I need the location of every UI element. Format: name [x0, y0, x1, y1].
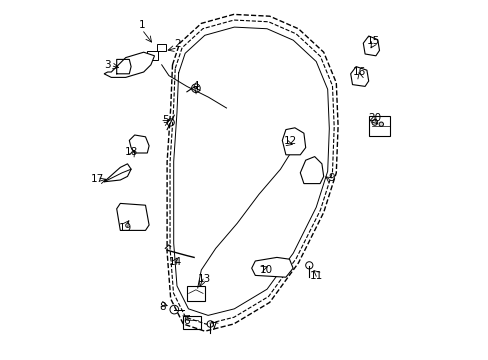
Polygon shape [117, 203, 149, 230]
Circle shape [371, 120, 377, 125]
Circle shape [135, 143, 141, 149]
Polygon shape [251, 257, 292, 277]
Bar [147, 51, 158, 60]
Circle shape [170, 305, 178, 314]
Text: 16: 16 [352, 67, 366, 77]
Text: 19: 19 [119, 223, 132, 233]
Text: 4: 4 [192, 81, 199, 91]
Text: 15: 15 [366, 36, 379, 46]
Text: 11: 11 [309, 271, 323, 282]
Text: 7: 7 [210, 322, 217, 332]
Bar [368, 116, 389, 136]
Text: 3: 3 [104, 60, 111, 70]
Circle shape [305, 262, 312, 269]
Polygon shape [129, 135, 149, 153]
Circle shape [123, 214, 131, 221]
Text: 8: 8 [159, 302, 165, 312]
Circle shape [135, 210, 141, 215]
Bar [186, 286, 204, 301]
Circle shape [191, 84, 200, 93]
Text: 6: 6 [183, 316, 190, 326]
Text: 5: 5 [162, 114, 168, 125]
Polygon shape [350, 67, 368, 86]
Polygon shape [282, 128, 305, 155]
Circle shape [167, 119, 174, 126]
Circle shape [378, 122, 383, 126]
Text: 14: 14 [168, 257, 182, 267]
Polygon shape [300, 157, 323, 184]
Text: 10: 10 [259, 265, 272, 275]
Text: 1: 1 [138, 20, 145, 30]
Text: 9: 9 [327, 173, 334, 183]
Text: 20: 20 [367, 113, 381, 123]
Polygon shape [363, 36, 379, 56]
Text: 2: 2 [174, 39, 181, 49]
Polygon shape [104, 52, 154, 77]
Text: 17: 17 [91, 174, 104, 184]
Polygon shape [104, 164, 131, 182]
Bar [183, 316, 201, 328]
Bar [157, 44, 166, 51]
Text: 18: 18 [124, 147, 138, 157]
Text: 12: 12 [284, 136, 297, 146]
Text: 13: 13 [197, 274, 210, 284]
Circle shape [206, 321, 213, 327]
